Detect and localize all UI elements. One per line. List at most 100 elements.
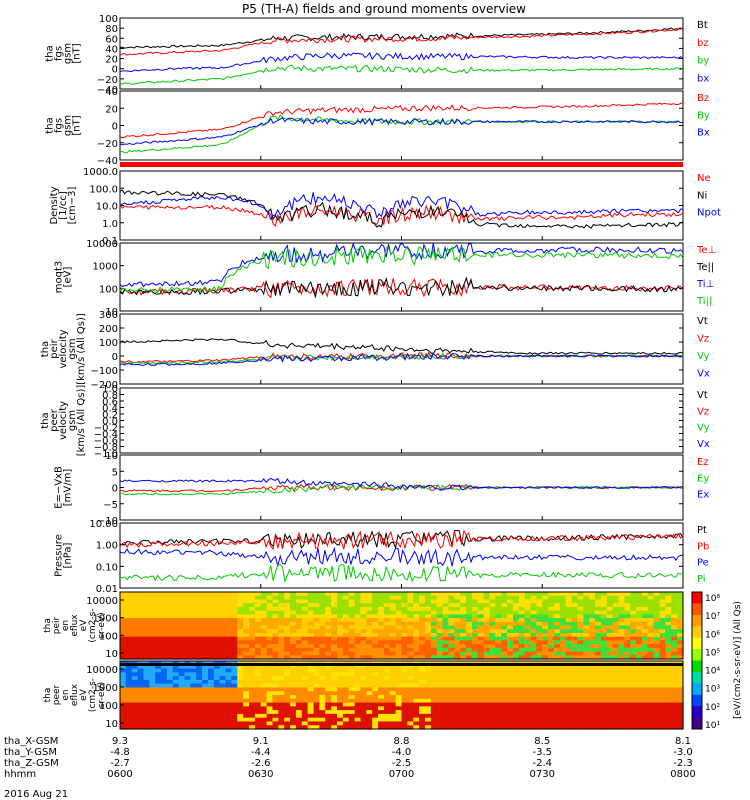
- spectro-cell: [219, 698, 227, 704]
- spectro-cell: [354, 636, 362, 641]
- spectro-cell: [149, 710, 156, 715]
- spectro-cell: [559, 710, 567, 715]
- spectro-cell: [507, 702, 514, 707]
- spectro-cell: [653, 672, 661, 677]
- spectro-cell: [524, 679, 532, 685]
- spectro-cell: [471, 644, 479, 649]
- spectro-cell: [178, 614, 186, 619]
- spectro-cell: [454, 592, 461, 597]
- spectro-cell: [225, 629, 233, 634]
- spectro-cell: [600, 717, 608, 723]
- spectro-cell: [442, 592, 450, 597]
- spectro-cell: [325, 610, 332, 615]
- spectro-cell: [600, 636, 608, 641]
- spectro-cell: [553, 710, 561, 715]
- spectro-cell: [407, 691, 414, 696]
- spectro-cell: [466, 603, 473, 608]
- spectro-cell: [659, 603, 666, 608]
- spectro-cell: [424, 695, 432, 700]
- spectro-cell: [190, 632, 197, 638]
- spectro-cell: [366, 706, 373, 711]
- y-axis-label: tha: [45, 45, 56, 61]
- mode-bar: [120, 162, 683, 167]
- spectro-cell: [512, 676, 520, 681]
- spectro-cell: [155, 672, 162, 677]
- spectro-cell: [237, 647, 244, 653]
- spectro-cell: [407, 621, 414, 627]
- spectro-cell: [471, 636, 479, 641]
- spectro-cell: [653, 625, 661, 630]
- spectro-cell: [460, 592, 467, 597]
- spectro-cell: [471, 606, 479, 612]
- spectro-cell: [542, 672, 549, 677]
- spectro-cell: [266, 698, 274, 704]
- spectro-cell: [395, 668, 403, 673]
- spectro-cell: [612, 679, 620, 685]
- spectro-cell: [372, 668, 379, 673]
- spectro-cell: [430, 721, 438, 726]
- spectro-cell: [354, 610, 362, 615]
- spectro-cell: [120, 614, 127, 619]
- spectro-cell: [149, 664, 156, 670]
- spectro-cell: [225, 618, 233, 623]
- spectro-cell: [559, 644, 567, 649]
- spectro-cell: [348, 621, 356, 627]
- spectro-cell: [331, 676, 338, 681]
- spectro-cell: [460, 644, 467, 649]
- spectro-cell: [419, 606, 426, 612]
- spectro-cell: [407, 664, 414, 670]
- spectro-cell: [237, 621, 244, 627]
- spectro-cell: [383, 655, 391, 660]
- spectro-cell: [383, 621, 391, 627]
- spectro-cell: [125, 592, 133, 597]
- spectro-cell: [313, 698, 320, 704]
- spectro-cell: [202, 721, 209, 726]
- spectro-cell: [131, 695, 139, 700]
- spectro-cell: [442, 717, 450, 723]
- spectro-cell: [284, 636, 291, 641]
- spectro-cell: [436, 644, 444, 649]
- spectro-cell: [583, 710, 590, 715]
- spectro-cell: [524, 636, 532, 641]
- spectro-cell: [542, 664, 549, 670]
- spectro-cell: [524, 672, 532, 677]
- spectro-cell: [606, 668, 614, 673]
- spectro-cell: [243, 614, 250, 619]
- spectro-cell: [495, 592, 502, 597]
- spectro-cell: [272, 687, 279, 692]
- spectro-cell: [583, 698, 590, 704]
- spectro-cell: [395, 702, 403, 707]
- spectro-cell: [178, 687, 186, 692]
- spectro-cell: [172, 668, 180, 673]
- spectro-cell: [237, 725, 244, 730]
- spectro-cell: [489, 644, 496, 649]
- spectro-cell: [460, 655, 467, 660]
- spectro-cell: [354, 625, 362, 630]
- spectro-cell: [254, 664, 262, 670]
- spectro-cell: [172, 640, 180, 645]
- spectro-cell: [266, 595, 274, 601]
- spectro-cell: [372, 614, 379, 619]
- spectro-cell: [125, 668, 133, 673]
- spectro-cell: [131, 632, 139, 638]
- spectro-cell: [636, 651, 643, 656]
- spectro-cell: [665, 725, 672, 730]
- spectro-cell: [618, 717, 625, 723]
- y-axis-label: gsm: [67, 410, 78, 431]
- spectro-cell: [395, 713, 403, 719]
- spectro-cell: [641, 706, 649, 711]
- spectro-cell: [125, 629, 133, 634]
- spectro-cell: [272, 592, 279, 597]
- spectro-cell: [454, 691, 461, 696]
- spectro-cell: [512, 698, 520, 704]
- spectro-cell: [501, 644, 508, 649]
- spectro-cell: [612, 640, 620, 645]
- spectro-cell: [272, 691, 279, 696]
- spectro-cell: [237, 698, 244, 704]
- spectro-cell: [430, 592, 438, 597]
- spectro-cell: [313, 721, 320, 726]
- spectro-cell: [190, 710, 197, 715]
- spectro-cell: [149, 595, 156, 601]
- spectro-cell: [161, 664, 168, 670]
